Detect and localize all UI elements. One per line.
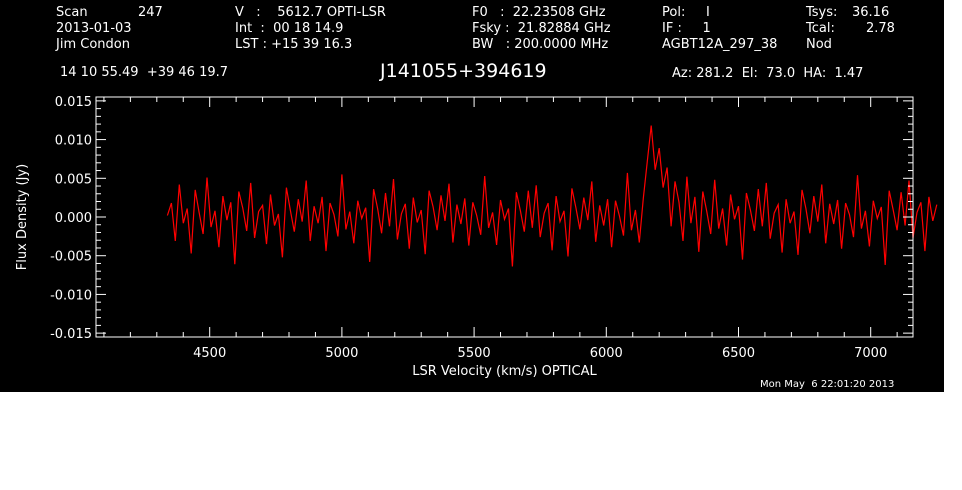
tcal-value: 2.78 — [866, 21, 895, 36]
tsys-label: Tsys: — [806, 5, 838, 20]
x-tick-label: 5000 — [325, 346, 358, 361]
lst-line: LST : +15 39 16.3 — [235, 37, 353, 52]
observation-date: 2013-01-03 — [56, 21, 132, 36]
source-coordinates: 14 10 55.49 +39 46 19.7 — [60, 65, 229, 80]
tsys-value: 36.16 — [852, 5, 890, 20]
project-id: AGBT12A_297_38 — [662, 37, 778, 52]
y-tick-label: 0.010 — [55, 134, 92, 149]
spectrum-chart: 4500 5000 5500 6000 6500 7000 -0.015 -0.010 -0.0… — [15, 95, 938, 379]
y-tick-label: 0.000 — [55, 211, 92, 226]
scan-number: 247 — [138, 5, 163, 20]
tcal-label: Tcal: — [806, 21, 835, 36]
velocity-line: V : 5612.7 OPTI-LSR — [235, 5, 386, 20]
chart-line-layer — [166, 125, 938, 267]
x-tick-label: 7000 — [854, 346, 887, 361]
spectrum-plot-window: Scan 247 2013-01-03 Jim Condon V : 5612.… — [0, 0, 944, 392]
sky-frequency-line: Fsky : 21.82884 GHz — [472, 21, 611, 36]
observer-name: Jim Condon — [56, 37, 130, 52]
x-axis-label: LSR Velocity (km/s) OPTICAL — [412, 364, 597, 379]
rest-frequency-line: F0 : 22.23508 GHz — [472, 5, 606, 20]
y-tick-label: -0.010 — [50, 288, 92, 303]
plot-timestamp: Mon May 6 22:01:20 2013 — [760, 379, 895, 390]
scan-label: Scan — [56, 5, 88, 20]
x-tick-label: 6000 — [590, 346, 623, 361]
y-tick-label: -0.015 — [50, 327, 92, 342]
y-tick-label: 0.015 — [55, 95, 92, 110]
pointing-info: Az: 281.2 El: 73.0 HA: 1.47 — [672, 66, 864, 81]
x-tick-label: 4500 — [193, 346, 226, 361]
source-name: J141055+394619 — [380, 60, 547, 82]
integration-line: Int : 00 18 14.9 — [235, 21, 344, 36]
polarization-line: Pol: I — [662, 5, 710, 20]
axis-ticks: 4500 5000 5500 6000 6500 7000 -0.015 -0.010 -0.0… — [50, 95, 913, 361]
y-tick-label: 0.005 — [55, 172, 92, 187]
y-tick-label: -0.005 — [50, 250, 92, 265]
y-axis-label: Flux Density (Jy) — [15, 164, 30, 270]
x-tick-label: 6500 — [722, 346, 755, 361]
observing-mode: Nod — [806, 37, 832, 52]
if-line: IF : 1 — [662, 21, 711, 36]
spectrum-line-series-0 — [166, 125, 938, 267]
bandwidth-line: BW : 200.0000 MHz — [472, 37, 609, 52]
x-tick-label: 5500 — [458, 346, 491, 361]
